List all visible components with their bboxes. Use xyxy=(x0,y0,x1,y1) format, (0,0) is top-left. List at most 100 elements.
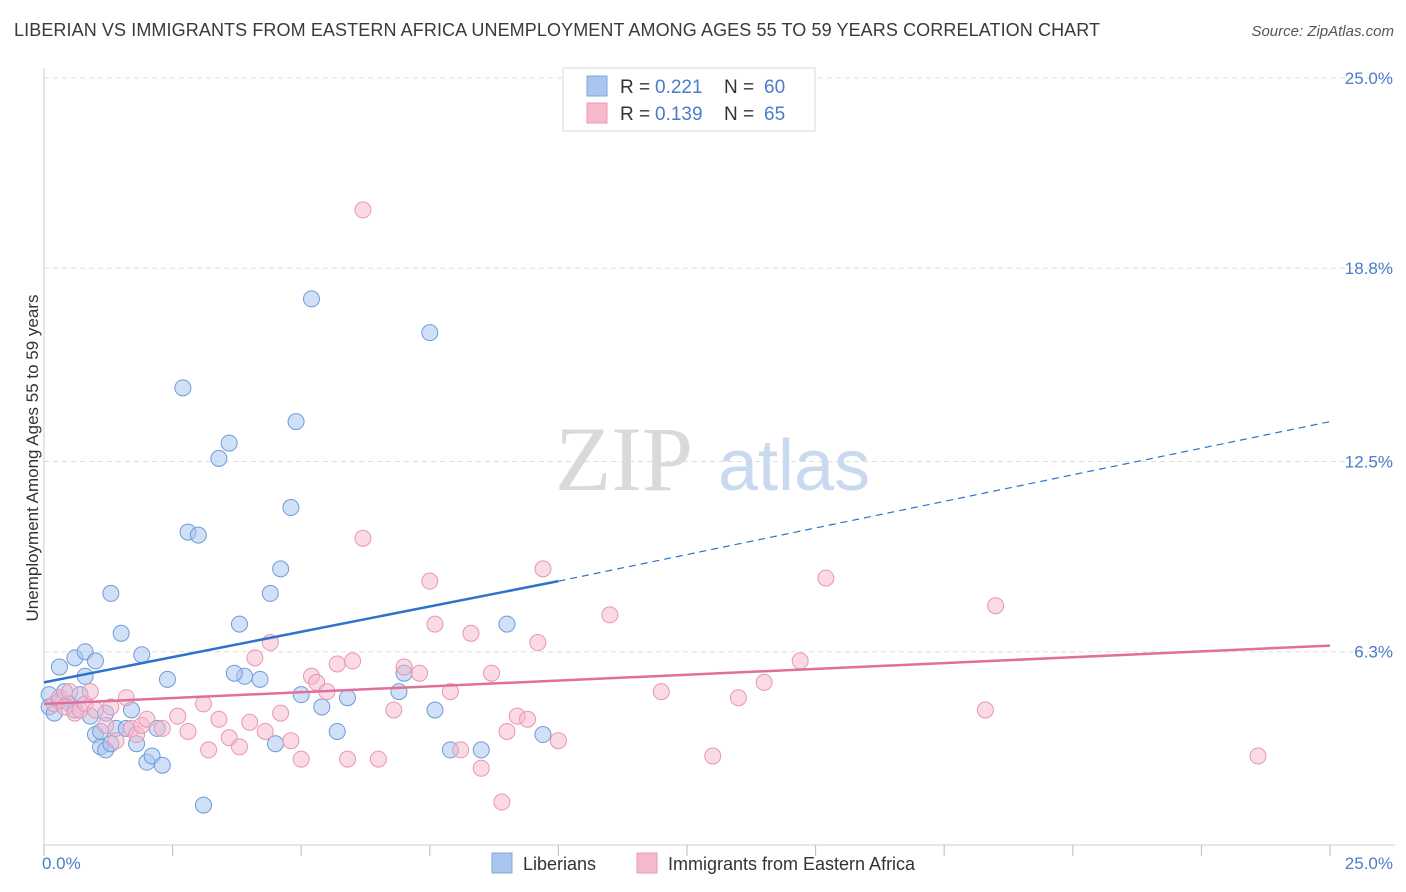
point-liberians-16 xyxy=(86,652,104,670)
point-immigrants-62 xyxy=(817,569,835,587)
point-immigrants-40 xyxy=(385,701,403,719)
point-immigrants-43 xyxy=(421,572,439,590)
point-immigrants-65 xyxy=(354,201,372,219)
point-immigrants-46 xyxy=(452,741,470,759)
point-immigrants-19 xyxy=(179,722,197,740)
point-immigrants-45 xyxy=(441,683,459,701)
stats-legend-r-value-2: 0.139 xyxy=(655,104,703,125)
y-tick-label-2: 18.8% xyxy=(1345,259,1393,278)
point-immigrants-41 xyxy=(395,658,413,676)
point-immigrants-17 xyxy=(153,719,171,737)
trend-line-liberians xyxy=(43,579,559,684)
axes xyxy=(43,68,1395,856)
grid-lines xyxy=(44,77,1395,653)
series-immigrants-points xyxy=(45,201,1267,811)
stats-legend-swatch-blue xyxy=(586,75,608,97)
point-liberians-38 xyxy=(225,664,243,682)
stats-legend-n-label-2: N = xyxy=(724,104,754,125)
point-immigrants-61 xyxy=(791,652,809,670)
point-immigrants-20 xyxy=(194,695,212,713)
chart-title: LIBERIAN VS IMMIGRANTS FROM EASTERN AFRI… xyxy=(14,20,1101,40)
point-liberians-40 xyxy=(261,584,279,602)
point-liberians-58 xyxy=(102,584,120,602)
point-immigrants-55 xyxy=(549,732,567,750)
watermark-zip: ZIP xyxy=(555,408,693,510)
point-immigrants-59 xyxy=(729,689,747,707)
source-label: Source: ZipAtlas.com xyxy=(1251,23,1394,40)
point-liberians-57 xyxy=(421,324,439,342)
point-liberians-56 xyxy=(534,726,552,744)
point-liberians-33 xyxy=(194,796,212,814)
point-liberians-25 xyxy=(133,646,151,664)
y-tick-label-1: 12.5% xyxy=(1345,453,1393,472)
point-immigrants-12 xyxy=(117,689,135,707)
point-immigrants-64 xyxy=(1249,747,1267,765)
y-tick-labels: 6.3% 12.5% 18.8% 25.0% xyxy=(1345,69,1393,662)
watermark: ZIP atlas xyxy=(555,408,870,510)
point-immigrants-18 xyxy=(169,707,187,725)
point-liberians-54 xyxy=(472,741,490,759)
point-liberians-32 xyxy=(189,526,207,544)
x-tick-label-1: 25.0% xyxy=(1345,854,1393,873)
point-immigrants-7 xyxy=(81,683,99,701)
point-immigrants-9 xyxy=(97,716,115,734)
point-immigrants-58 xyxy=(704,747,722,765)
legend-swatch-liberians xyxy=(491,852,513,874)
point-immigrants-10 xyxy=(102,698,120,716)
point-liberians-37 xyxy=(220,434,238,452)
point-liberians-30 xyxy=(174,379,192,397)
point-immigrants-8 xyxy=(86,701,104,719)
point-immigrants-22 xyxy=(210,710,228,728)
legend-label-liberians: Liberians xyxy=(523,854,596,874)
point-immigrants-54 xyxy=(529,634,547,652)
stats-legend: R = 0.221 N = 60 R = 0.139 N = 65 xyxy=(562,67,816,132)
point-liberians-39 xyxy=(251,670,269,688)
point-liberians-29 xyxy=(153,756,171,774)
point-liberians-47 xyxy=(313,698,331,716)
y-tick-label-0: 6.3% xyxy=(1354,643,1393,662)
series-legend: Liberians Immigrants from Eastern Africa xyxy=(491,852,916,874)
x-tick-labels: 0.0% 25.0% xyxy=(42,854,1393,873)
point-immigrants-67 xyxy=(987,597,1005,615)
point-liberians-43 xyxy=(282,499,300,517)
point-liberians-35 xyxy=(230,615,248,633)
trend-lines xyxy=(43,421,1331,706)
point-immigrants-44 xyxy=(426,615,444,633)
point-immigrants-16 xyxy=(138,710,156,728)
point-immigrants-26 xyxy=(246,649,264,667)
point-immigrants-39 xyxy=(369,750,387,768)
point-liberians-42 xyxy=(272,560,290,578)
watermark-atlas: atlas xyxy=(718,426,870,506)
point-immigrants-49 xyxy=(483,664,501,682)
point-immigrants-51 xyxy=(498,722,516,740)
point-liberians-50 xyxy=(390,683,408,701)
point-immigrants-60 xyxy=(755,673,773,691)
stats-legend-swatch-pink xyxy=(586,102,608,124)
point-liberians-34 xyxy=(210,449,228,467)
point-liberians-45 xyxy=(292,686,310,704)
point-immigrants-24 xyxy=(230,738,248,756)
point-immigrants-3 xyxy=(61,683,79,701)
point-immigrants-31 xyxy=(292,750,310,768)
stats-legend-r-label-1: R = xyxy=(620,77,650,98)
stats-legend-n-value-2: 65 xyxy=(764,104,785,125)
stats-legend-r-value-1: 0.221 xyxy=(655,77,703,98)
point-immigrants-38 xyxy=(354,529,372,547)
legend-label-immigrants: Immigrants from Eastern Africa xyxy=(668,854,916,874)
point-liberians-13 xyxy=(50,658,68,676)
point-immigrants-21 xyxy=(200,741,218,759)
stats-legend-r-label-2: R = xyxy=(620,104,650,125)
y-tick-label-3: 25.0% xyxy=(1345,69,1393,88)
stats-legend-n-value-1: 60 xyxy=(764,77,785,98)
point-immigrants-27 xyxy=(256,722,274,740)
point-immigrants-29 xyxy=(272,704,290,722)
point-liberians-52 xyxy=(426,701,444,719)
point-immigrants-42 xyxy=(411,664,429,682)
point-immigrants-37 xyxy=(344,652,362,670)
point-immigrants-48 xyxy=(472,759,490,777)
point-liberians-21 xyxy=(112,624,130,642)
point-liberians-48 xyxy=(328,722,346,740)
point-liberians-44 xyxy=(287,413,305,431)
y-axis-label: Unemployment Among Ages 55 to 59 years xyxy=(23,295,42,622)
